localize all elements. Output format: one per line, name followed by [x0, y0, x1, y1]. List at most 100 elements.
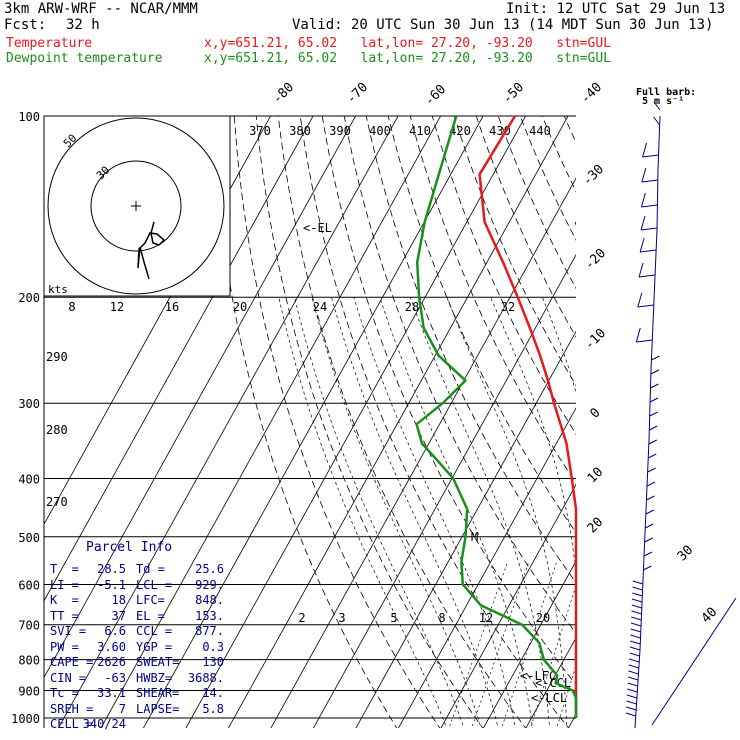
- mixing-ratio-line: [556, 664, 576, 728]
- isotherm-label: 10: [585, 465, 607, 487]
- dry-adiabat-line: [255, 116, 484, 728]
- wind-barb: [643, 551, 653, 557]
- wind-barb: [640, 215, 646, 231]
- dry-adiabat-line: [277, 116, 527, 728]
- wind-barb: [650, 383, 659, 389]
- moist-adiabat-line: [278, 297, 448, 728]
- mixing-ratio-label: 24: [313, 300, 327, 314]
- isotherm-label: 40: [699, 605, 721, 627]
- parcel-info-value: 3688.: [187, 670, 224, 685]
- dry-adiabat-line: [630, 116, 740, 731]
- temperature-legend-label: Temperature: [6, 36, 93, 51]
- hodograph-trace: [137, 221, 166, 280]
- background-lines: [44, 88, 740, 731]
- valid-time: Valid: 20 UTC Sun 30 Jun 13 (14 MDT Sun …: [292, 17, 714, 33]
- init-time: Init: 12 UTC Sat 29 Jun 13: [506, 1, 726, 17]
- wind-barb: [635, 327, 641, 343]
- parcel-info-label: CELL =: [50, 717, 94, 731]
- isotherm-line: [694, 88, 740, 730]
- mixing-ratio-label: 12: [479, 611, 493, 625]
- wind-barb: [640, 192, 646, 208]
- isotherm-label: -80: [270, 80, 297, 107]
- dry-adiabat-line: [718, 116, 740, 731]
- wind-barb: [636, 339, 653, 343]
- mixing-ratio-label: 3: [338, 611, 345, 625]
- isotherm-line: [652, 88, 740, 730]
- wind-profile-line: [634, 115, 661, 729]
- mixing-ratio-label: 20: [536, 611, 550, 625]
- pressure-tick-label: 1000: [11, 712, 40, 726]
- wind-barb: [630, 622, 642, 627]
- wind-barb: [642, 142, 648, 158]
- isotherm-label: -60: [422, 82, 449, 109]
- wind-barb: [638, 262, 644, 278]
- moist-adiabat-line: [446, 297, 568, 728]
- parcel-info-value: 25.6: [195, 562, 224, 576]
- dewpoint-legend-label: Dewpoint temperature: [6, 51, 163, 66]
- isotherm-line: [142, 116, 484, 728]
- dry-adiabat-line: [409, 116, 576, 484]
- wind-barb: [626, 700, 637, 705]
- forecast-label: Fcst:: [4, 17, 47, 33]
- parcel-info-value: -5.1: [97, 577, 126, 592]
- level-marker: <-EL: [303, 221, 332, 235]
- isotherm-label: -50: [500, 80, 527, 107]
- wind-barb: [631, 598, 643, 603]
- wind-barb: [646, 495, 655, 501]
- dewpoint-profile: [415, 115, 578, 718]
- pressure-tick-label: 700: [18, 619, 40, 633]
- wind-barb: [626, 706, 637, 711]
- wind-barb: [632, 586, 643, 591]
- wind-barb: [631, 610, 642, 615]
- hodograph: 50 30 kts: [43, 115, 231, 297]
- isotherm-label: 30: [675, 543, 697, 565]
- pressure-tick-label: 800: [18, 654, 40, 668]
- parcel-info-value: 848.: [195, 593, 224, 607]
- parcel-info-value: 33.1: [97, 686, 126, 700]
- dry-adiabat-line: [343, 116, 576, 634]
- isotherm-line: [227, 116, 569, 728]
- dry-adiabat-line: [365, 116, 576, 584]
- parcel-info-value: 0.3: [202, 639, 224, 654]
- parcel-info-label: T =: [50, 562, 79, 576]
- dry-adiabat-line: [453, 116, 576, 387]
- wind-barb: [632, 592, 643, 597]
- parcel-info-value: 14.: [202, 686, 224, 700]
- parcel-info-label: PW =: [50, 639, 79, 654]
- dry-adiabat-line: [674, 116, 740, 731]
- wind-barb: [629, 658, 640, 663]
- wind-barb: [627, 682, 638, 687]
- wind-barb: [649, 425, 658, 431]
- moist-adiabat-line: [652, 297, 692, 731]
- wind-barb: [648, 453, 657, 459]
- theta-label: 430: [489, 124, 511, 138]
- isotherm-label: 0: [587, 405, 603, 421]
- moist-adiabat-line: [598, 297, 626, 731]
- mixing-ratio-label: 16: [165, 300, 179, 314]
- isotherm-line: [44, 116, 357, 679]
- mixing-ratio-label: 12: [110, 300, 124, 314]
- theta-label: 370: [249, 124, 271, 138]
- wind-barb: [641, 167, 647, 183]
- moist-adiabat-line: [635, 297, 655, 731]
- parcel-info-value: 153.: [195, 608, 224, 623]
- model-title: 3km ARW-WRF -- NCAR/MMM: [4, 1, 198, 17]
- parcel-info-label: SREH =: [50, 701, 94, 716]
- dewpoint-legend-info: x,y=651.21, 65.02 lat,lon= 27.20, -93.20…: [204, 51, 611, 66]
- wind-barb: [631, 616, 642, 621]
- parcel-info-label: YGP =: [136, 639, 173, 654]
- wind-barb: [637, 292, 643, 308]
- isotherm-label: 20: [585, 515, 607, 537]
- mixing-ratio-line: [590, 562, 639, 731]
- wind-barb: [648, 439, 658, 445]
- theta-label: 280: [46, 423, 68, 437]
- dry-adiabat-line: [431, 116, 576, 435]
- moist-adiabat-line: [331, 297, 499, 728]
- isotherm-line: [355, 330, 576, 728]
- isotherm-label: -40: [578, 80, 605, 107]
- parcel-info-value: 929.: [195, 577, 224, 592]
- parcel-info-value: 18: [111, 593, 126, 607]
- dry-adiabat-line: [387, 116, 576, 534]
